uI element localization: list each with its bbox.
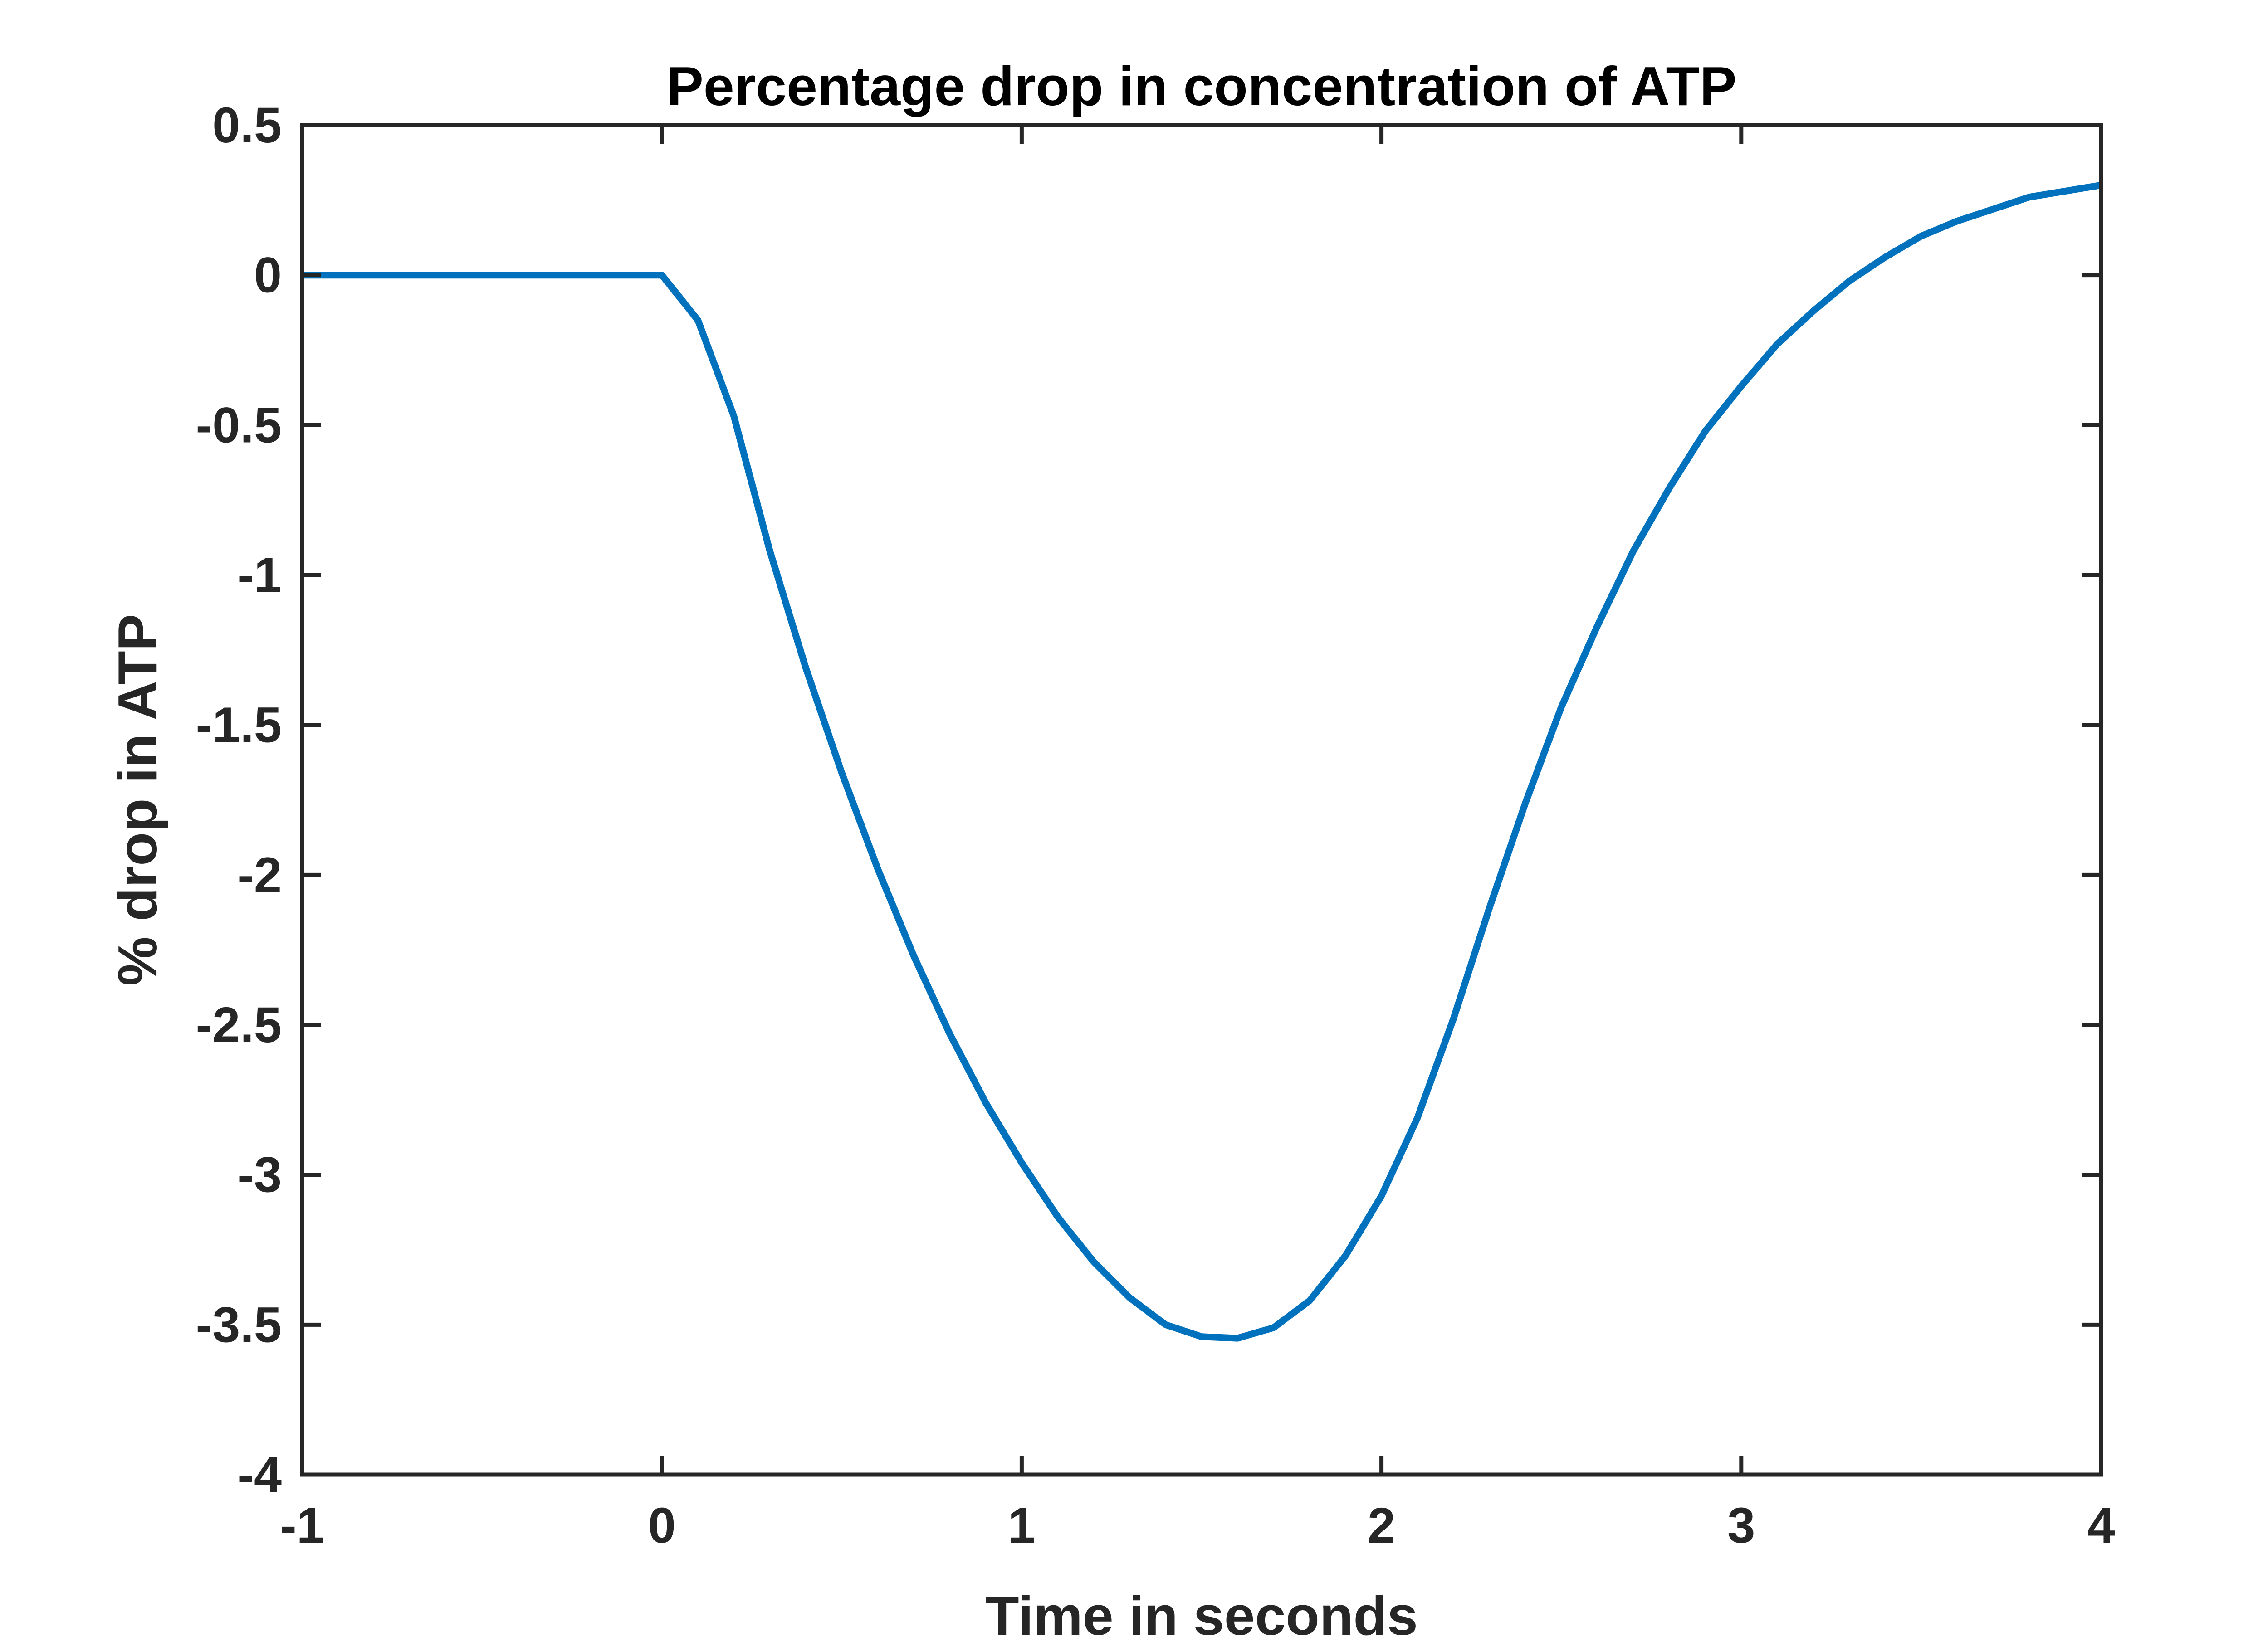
y-tick-label: -2 — [237, 847, 282, 903]
y-tick-label: -4 — [237, 1447, 282, 1503]
y-tick-label: -3.5 — [196, 1297, 282, 1353]
x-tick-label: 4 — [2087, 1498, 2115, 1554]
x-tick-label: -1 — [280, 1498, 324, 1554]
y-tick-label: 0 — [254, 248, 282, 303]
x-tick-label: 2 — [1368, 1498, 1395, 1554]
y-tick-label: -3 — [237, 1147, 282, 1203]
y-tick-label: -2.5 — [196, 997, 282, 1053]
y-tick-label: 0.5 — [212, 97, 282, 153]
y-tick-label: -1 — [237, 547, 282, 603]
x-axis-label: Time in seconds — [985, 1585, 1418, 1642]
tick-marks — [300, 123, 2103, 1477]
series-line — [302, 181, 2102, 1342]
y-tick-label: -0.5 — [196, 397, 282, 453]
y-tick-label: -1.5 — [196, 697, 282, 753]
y-axis-label: % drop in ATP — [107, 614, 168, 986]
x-tick-label: 3 — [1727, 1498, 1755, 1554]
chart-title: Percentage drop in concentration of ATP — [667, 55, 1737, 117]
plot-area — [300, 123, 2103, 1477]
axes-frame — [300, 123, 2103, 1477]
tick-labels: -1 0 1 2 3 4 0.5 0 -0.5 -1 -1.5 -2 -2.5 -3 -3.5 -4 — [196, 97, 2115, 1554]
x-tick-label: 1 — [1008, 1498, 1036, 1554]
x-tick-label: 0 — [648, 1498, 676, 1554]
